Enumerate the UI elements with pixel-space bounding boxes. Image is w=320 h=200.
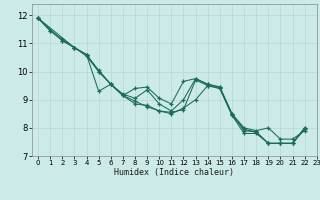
X-axis label: Humidex (Indice chaleur): Humidex (Indice chaleur)	[115, 168, 234, 177]
